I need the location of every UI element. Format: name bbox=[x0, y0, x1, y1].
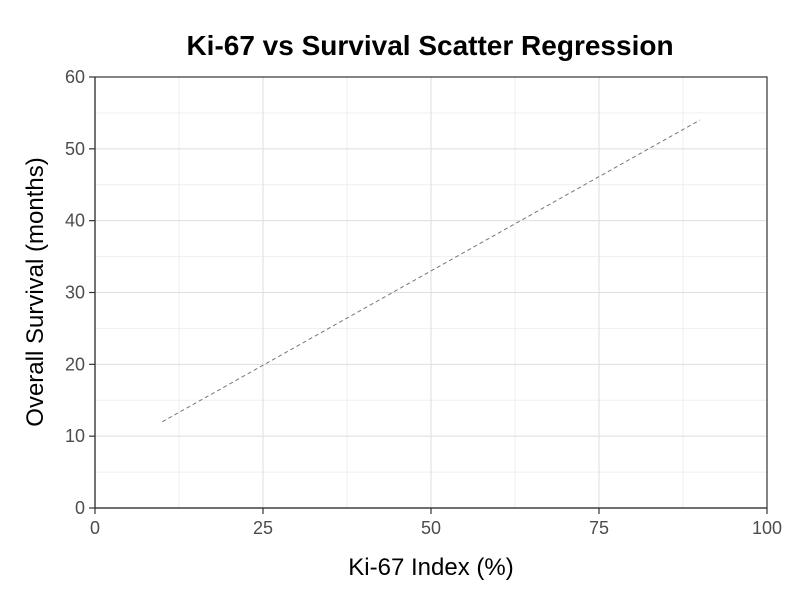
x-tick-label: 75 bbox=[589, 518, 609, 538]
y-tick-label: 50 bbox=[65, 139, 85, 159]
y-tick-label: 20 bbox=[65, 354, 85, 374]
regression-line bbox=[161, 119, 701, 423]
y-tick-label: 30 bbox=[65, 283, 85, 303]
x-tick-label: 50 bbox=[421, 518, 441, 538]
chart-title: Ki-67 vs Survival Scatter Regression bbox=[186, 30, 673, 61]
y-axis-label: Overall Survival (months) bbox=[22, 157, 49, 426]
y-tick-label: 0 bbox=[75, 498, 85, 518]
y-tick-label: 60 bbox=[65, 67, 85, 87]
y-tick-label: 40 bbox=[65, 211, 85, 231]
regression-line-group bbox=[161, 119, 701, 423]
x-axis-label: Ki-67 Index (%) bbox=[348, 554, 513, 581]
grid bbox=[94, 76, 768, 509]
y-axis-ticks: 0 10 20 30 40 50 60 bbox=[65, 67, 95, 518]
y-tick-label: 10 bbox=[65, 426, 85, 446]
x-tick-label: 0 bbox=[90, 518, 100, 538]
x-tick-label: 100 bbox=[752, 518, 782, 538]
x-axis-ticks: 0 25 50 75 100 bbox=[90, 508, 782, 538]
x-tick-label: 25 bbox=[253, 518, 273, 538]
